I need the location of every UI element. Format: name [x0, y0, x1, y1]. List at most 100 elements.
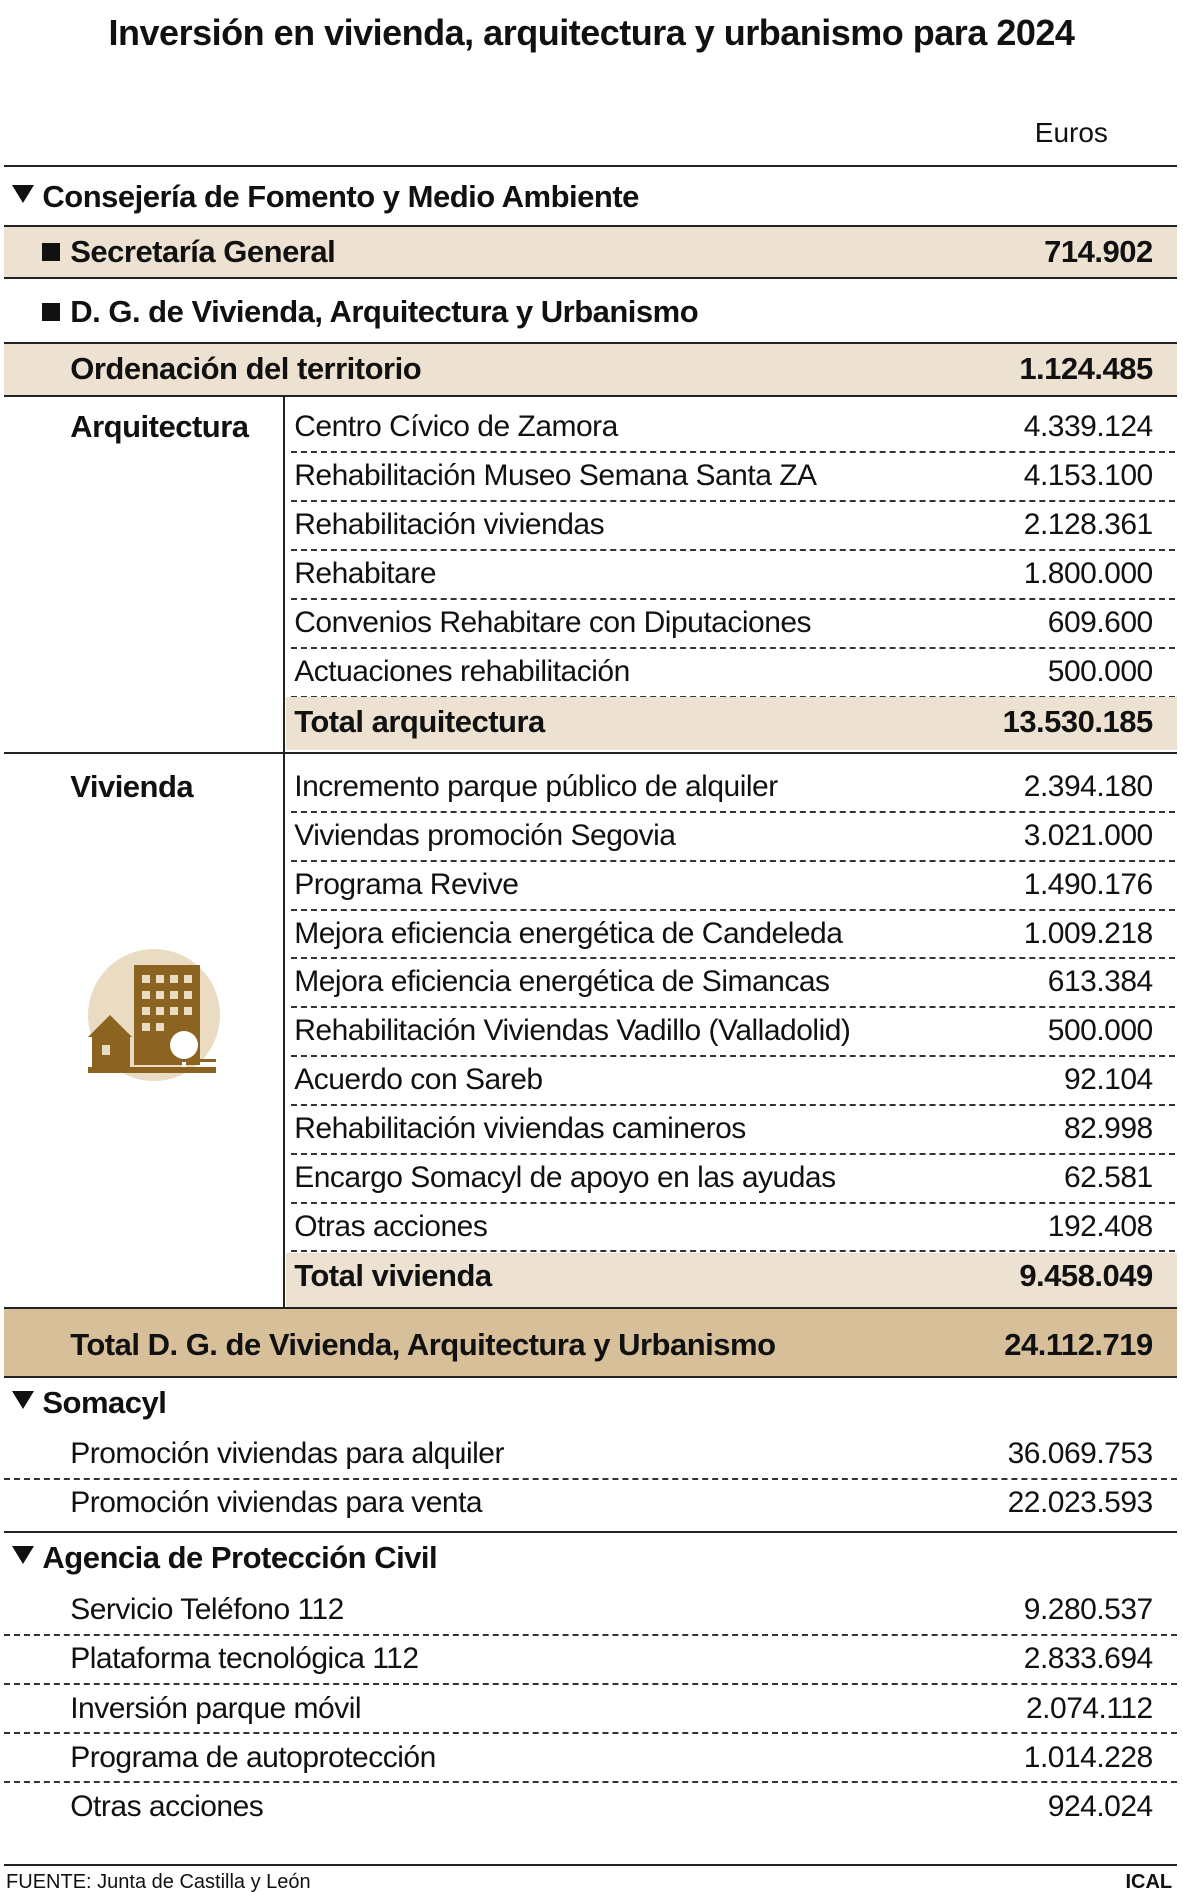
- row-value: 1.009.218: [1023, 916, 1153, 950]
- separator: [3, 164, 1177, 167]
- row-value: 500.000: [1047, 655, 1153, 689]
- row-value: 2.128.361: [1023, 508, 1153, 542]
- dashed-separator: [290, 859, 1175, 862]
- dashed-separator: [290, 957, 1175, 960]
- row-label: Secretaría General: [70, 233, 336, 269]
- dashed-separator: [290, 1201, 1175, 1204]
- separator: [3, 1863, 1177, 1866]
- grand-total-label: Total D. G. de Vivienda, Arquitectura y …: [70, 1327, 776, 1363]
- row-label: Promoción viviendas para venta: [70, 1486, 483, 1520]
- dashed-separator: [3, 1781, 1177, 1784]
- dashed-separator: [290, 1152, 1175, 1155]
- row-value: 192.408: [1047, 1209, 1153, 1243]
- dashed-separator: [290, 646, 1175, 649]
- dashed-separator: [3, 1634, 1177, 1637]
- row-label: Plataforma tecnológica 112: [70, 1642, 419, 1676]
- row-value: 2.394.180: [1023, 770, 1153, 804]
- row-value: 924.024: [1047, 1789, 1153, 1823]
- row-value: 4.339.124: [1023, 410, 1153, 444]
- row-label: Rehabilitación viviendas camineros: [294, 1111, 746, 1145]
- row-band: [285, 1253, 1177, 1308]
- subgroup-title: Arquitectura: [70, 409, 249, 445]
- row-value: 1.124.485: [1019, 351, 1153, 387]
- row-band: [3, 1307, 1177, 1377]
- row-band: [3, 226, 1177, 279]
- dashed-separator: [290, 1055, 1175, 1058]
- row-label: Inversión parque móvil: [70, 1691, 362, 1725]
- dashed-separator: [3, 1683, 1177, 1686]
- row-label: Promoción viviendas para alquiler: [70, 1437, 504, 1471]
- dashed-separator: [290, 1250, 1175, 1253]
- dashed-separator: [3, 1478, 1177, 1481]
- group-title: D. G. de Vivienda, Arquitectura y Urbani…: [70, 294, 699, 330]
- separator: [3, 394, 1177, 397]
- row-label: Acuerdo con Sareb: [294, 1063, 543, 1097]
- separator: [283, 395, 286, 1308]
- housing-icon: [88, 949, 220, 1081]
- square-icon: [42, 242, 61, 261]
- row-value: 36.069.753: [1007, 1437, 1154, 1471]
- dashed-separator: [290, 1006, 1175, 1009]
- row-value: 3.021.000: [1023, 818, 1153, 852]
- dashed-separator: [290, 500, 1175, 503]
- row-value: 22.023.593: [1007, 1486, 1154, 1520]
- dashed-separator: [290, 695, 1175, 698]
- square-icon: [42, 303, 61, 322]
- row-label: Encargo Somacyl de apoyo en las ayudas: [294, 1160, 836, 1194]
- row-label: Viviendas promoción Segovia: [294, 818, 676, 852]
- row-value: 2.833.694: [1023, 1642, 1153, 1676]
- total-label: Total vivienda: [294, 1258, 492, 1294]
- section-title: Consejería de Fomento y Medio Ambiente: [42, 179, 639, 215]
- row-label: Mejora eficiencia energética de Simancas: [294, 965, 830, 999]
- row-label: Actuaciones rehabilitación: [294, 655, 630, 689]
- row-label: Otras acciones: [70, 1789, 264, 1823]
- dashed-separator: [290, 1103, 1175, 1106]
- row-label: Rehabilitación viviendas: [294, 508, 605, 542]
- section-title: Somacyl: [42, 1385, 167, 1421]
- row-band: [3, 342, 1177, 396]
- row-label: Rehabilitación Museo Semana Santa ZA: [294, 459, 817, 493]
- row-band: [285, 697, 1177, 750]
- row-label: Convenios Rehabitare con Diputaciones: [294, 606, 812, 640]
- row-value: 4.153.100: [1023, 459, 1153, 493]
- row-label: Centro Cívico de Zamora: [294, 410, 618, 444]
- row-value: 1.800.000: [1023, 557, 1153, 591]
- row-value: 714.902: [1044, 233, 1153, 269]
- title: Inversión en vivienda, arquitectura y ur…: [108, 11, 1075, 53]
- dashed-separator: [3, 1732, 1177, 1735]
- triangle-icon: [12, 1391, 35, 1410]
- row-label: Incremento parque público de alquiler: [294, 770, 778, 804]
- row-label: Ordenación del territorio: [70, 351, 422, 387]
- row-label: Rehabilitación Viviendas Vadillo (Vallad…: [294, 1014, 851, 1048]
- total-value: 13.530.185: [1002, 703, 1154, 739]
- dashed-separator: [290, 451, 1175, 454]
- subgroup-title: Vivienda: [70, 769, 194, 805]
- credit: ICAL: [1125, 1870, 1173, 1892]
- total-value: 9.458.049: [1019, 1258, 1153, 1294]
- separator: [3, 1306, 1177, 1309]
- source: FUENTE: Junta de Castilla y León: [6, 1870, 311, 1892]
- unit-label: Euros: [1034, 117, 1108, 149]
- row-label: Mejora eficiencia energética de Candeled…: [294, 916, 843, 950]
- row-label: Rehabitare: [294, 557, 436, 591]
- dashed-separator: [290, 908, 1175, 911]
- separator: [3, 1530, 1177, 1533]
- dashed-separator: [290, 549, 1175, 552]
- separator: [3, 752, 1177, 755]
- row-value: 1.490.176: [1023, 867, 1153, 901]
- row-value: 62.581: [1063, 1160, 1153, 1194]
- dashed-separator: [290, 598, 1175, 600]
- triangle-icon: [12, 185, 35, 204]
- row-value: 92.104: [1063, 1063, 1153, 1097]
- row-label: Programa Revive: [294, 867, 519, 901]
- separator: [3, 1375, 1177, 1378]
- row-label: Programa de autoprotección: [70, 1740, 436, 1774]
- row-value: 613.384: [1047, 965, 1153, 999]
- grand-total-value: 24.112.719: [1004, 1327, 1153, 1363]
- row-value: 9.280.537: [1023, 1593, 1153, 1627]
- row-label: Servicio Teléfono 112: [70, 1593, 344, 1627]
- dashed-separator: [290, 810, 1175, 813]
- separator: [3, 225, 1177, 228]
- separator: [3, 341, 1177, 344]
